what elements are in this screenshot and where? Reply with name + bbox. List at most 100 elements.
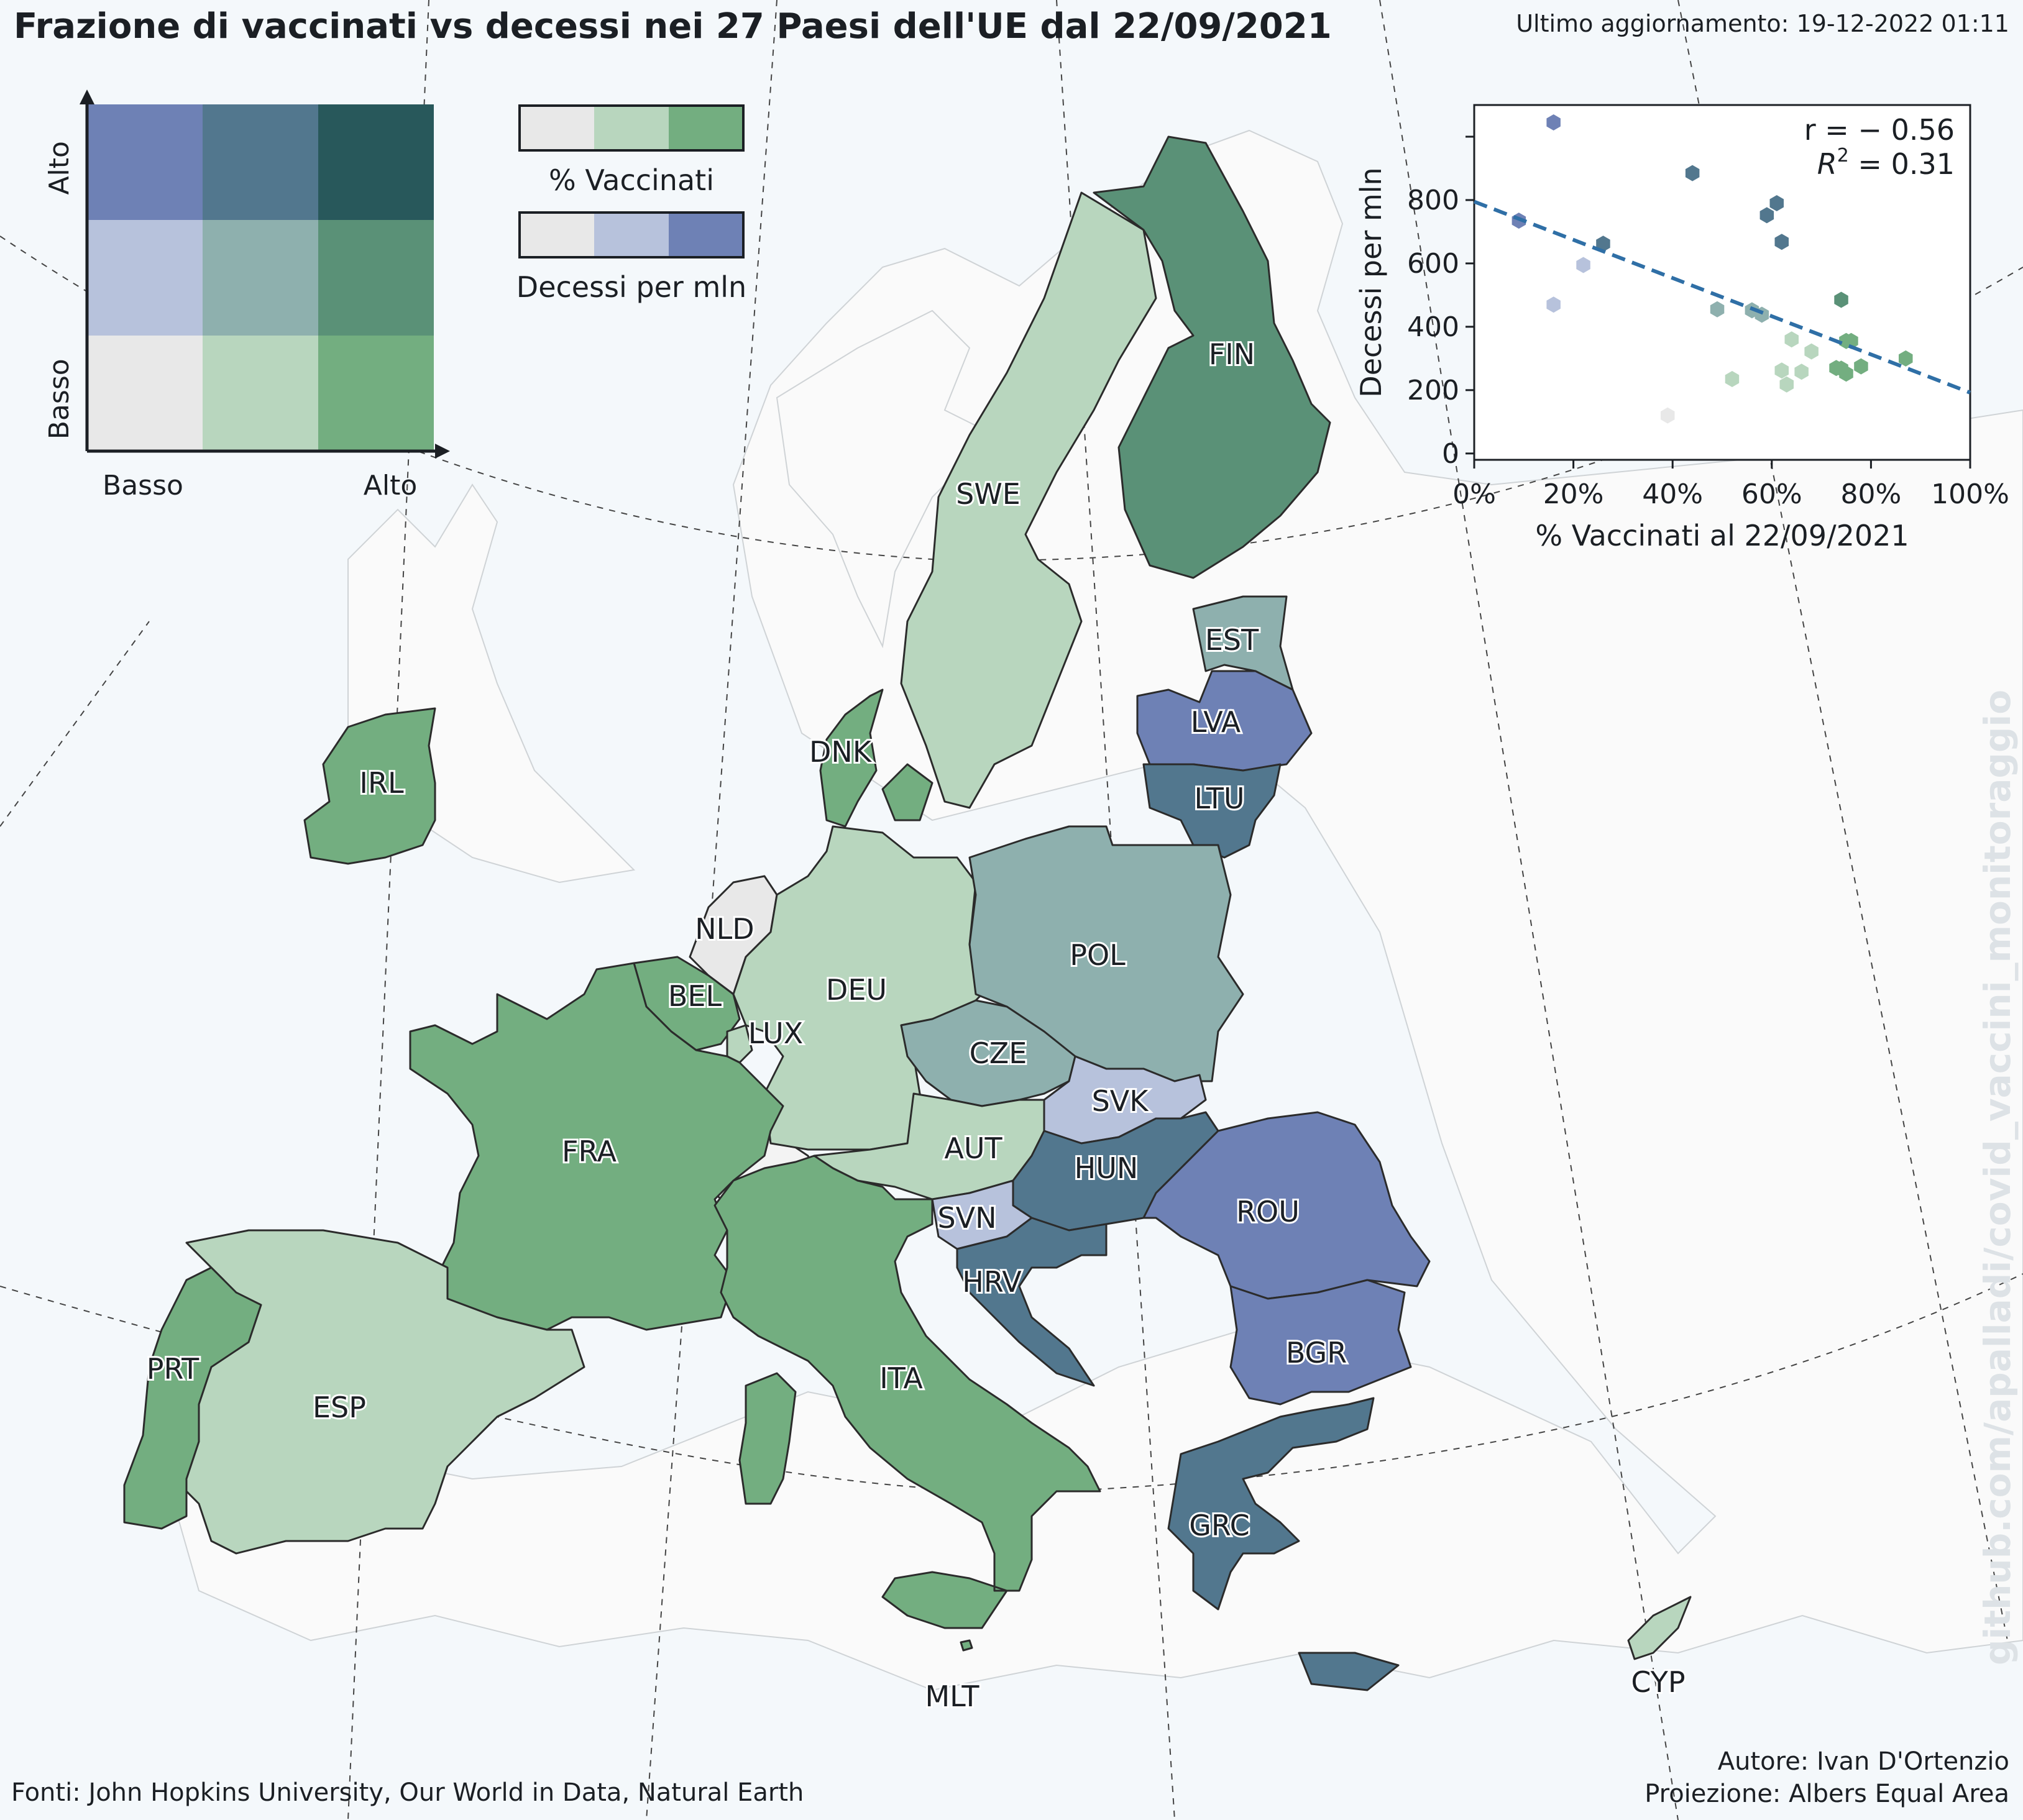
watermark: github.com/apalladi/covid_vaccini_monito… — [1976, 689, 2019, 1665]
legend-y-low: Basso — [44, 359, 75, 439]
country-label-GRC: GRC — [1189, 1509, 1249, 1542]
scale-legends: % Vaccinati Decessi per mln — [516, 104, 746, 304]
country-ITA — [713, 1155, 1101, 1629]
r2-symbol: R — [1817, 147, 1837, 181]
scatter-point-8 — [1546, 296, 1561, 313]
deaths-swatch-0 — [520, 213, 594, 257]
scatter-point-26 — [1661, 407, 1675, 424]
country-label-SVN: SVN — [937, 1201, 996, 1235]
correlation-r: r = − 0.56 — [1804, 113, 1955, 147]
correlation-r2: R2 = 0.31 — [1817, 145, 1955, 181]
legend-x-low: Basso — [103, 470, 183, 497]
scatter-point-4 — [1759, 207, 1774, 224]
deaths-swatch-1 — [594, 213, 669, 257]
scatter-point-6 — [1596, 236, 1610, 252]
y-tick-label-4: 800 — [1407, 185, 1459, 216]
vaccinated-swatch-frame — [518, 104, 745, 152]
deaths-swatch-2 — [669, 213, 743, 257]
country-MLT — [960, 1639, 973, 1652]
country-label-PRT: PRT — [147, 1352, 200, 1386]
scatter-point-20 — [1844, 332, 1858, 349]
country-label-AUT: AUT — [944, 1132, 1002, 1165]
x-tick-label-4: 80% — [1841, 478, 1902, 510]
y-tick-label-1: 200 — [1407, 375, 1459, 406]
y-axis-label: Decessi per mln — [1354, 167, 1388, 397]
legend-y-arrow — [80, 89, 94, 104]
legend-cell-0-0 — [87, 104, 203, 220]
x-tick-label-1: 20% — [1543, 478, 1604, 510]
y-tick-label-3: 600 — [1407, 248, 1459, 280]
scatter-point-25 — [1899, 350, 1913, 367]
country-label-IRL: IRL — [359, 766, 404, 800]
y-tick-label-0: 0 — [1442, 438, 1459, 470]
country-label-CYP: CYP — [1631, 1665, 1685, 1699]
country-label-DEU: DEU — [826, 973, 887, 1007]
scatter-chart: 0 200 400 600 800 0% 20% 40% 60% 80% 100% % Vaccina… — [1354, 104, 2009, 552]
scatter-point-13 — [1784, 331, 1799, 348]
scatter-point-3 — [1769, 195, 1784, 211]
legend-cell-2-0 — [87, 336, 203, 451]
scatter-point-5 — [1774, 234, 1789, 250]
scatter-point-15 — [1774, 362, 1789, 379]
legend-cell-1-1 — [203, 220, 318, 336]
sources: Fonti: John Hopkins University, Our Worl… — [11, 1778, 804, 1807]
vaccinated-swatch-2 — [669, 106, 743, 150]
country-label-SWE: SWE — [956, 477, 1021, 511]
legend-y-high: Alto — [44, 141, 75, 194]
country-label-LVA: LVA — [1191, 705, 1241, 739]
scatter-point-24 — [1854, 358, 1868, 375]
country-CZE — [900, 999, 1076, 1107]
regression-line — [1473, 199, 1971, 395]
country-label-FIN: FIN — [1209, 337, 1255, 371]
legend-cell-0-2 — [318, 104, 434, 220]
country-LUX — [726, 1024, 753, 1064]
legend-cell-1-2 — [318, 220, 434, 336]
page-title: Frazione di vaccinati vs decessi nei 27 … — [14, 6, 1332, 47]
legend-cell-2-2 — [318, 336, 434, 451]
scatter-point-0 — [1546, 114, 1561, 130]
scatter-point-23 — [1839, 365, 1853, 382]
country-label-ITA: ITA — [879, 1361, 923, 1395]
scatter-point-2 — [1685, 165, 1700, 181]
country-label-ROU: ROU — [1236, 1195, 1300, 1228]
country-GRC — [1167, 1397, 1400, 1691]
country-CYP — [1627, 1596, 1692, 1660]
country-BGR — [1229, 1279, 1412, 1406]
country-label-DNK: DNK — [809, 735, 873, 769]
bivariate-legend: Alto Basso Basso Alto — [44, 89, 450, 497]
country-label-ESP: ESP — [313, 1391, 366, 1424]
country-DNK — [819, 688, 934, 828]
legend-cell-1-0 — [87, 220, 203, 336]
country-PRT — [123, 1266, 262, 1530]
deaths-swatch-frame — [518, 211, 745, 258]
scatter-point-12 — [1834, 291, 1848, 308]
country-label-FRA: FRA — [562, 1135, 617, 1168]
legend-x-arrow — [435, 444, 450, 459]
projection: Proiezione: Albers Equal Area — [1645, 1780, 2009, 1808]
country-label-HRV: HRV — [962, 1265, 1022, 1299]
scatter-point-18 — [1725, 371, 1740, 387]
country-label-BGR: BGR — [1286, 1336, 1347, 1370]
country-label-BEL: BEL — [668, 979, 722, 1013]
scatter-point-17 — [1779, 376, 1794, 393]
legend-cell-2-1 — [203, 336, 318, 451]
vaccinated-swatch-0 — [520, 106, 594, 150]
x-tick-label-5: 100% — [1931, 478, 2009, 510]
country-label-SVK: SVK — [1092, 1084, 1150, 1118]
deaths-legend-label: Decessi per mln — [516, 270, 746, 304]
last-updated: Ultimo aggiornamento: 19-12-2022 01:11 — [1516, 10, 2009, 37]
country-label-MLT: MLT — [925, 1680, 979, 1713]
r2-value: = 0.31 — [1849, 147, 1955, 181]
r2-superscript: 2 — [1837, 145, 1849, 167]
vaccinated-swatch-1 — [594, 106, 669, 150]
country-label-POL: POL — [1070, 938, 1126, 972]
scatter-point-16 — [1794, 364, 1809, 380]
country-FIN — [1093, 135, 1331, 579]
x-axis-label: % Vaccinati al 22/09/2021 — [1535, 519, 1909, 552]
legend-cell-0-1 — [203, 104, 318, 220]
scatter-plot-area — [1473, 104, 1971, 461]
country-label-CZE: CZE — [970, 1036, 1027, 1070]
author: Autore: Ivan D'Ortenzio — [1717, 1747, 2009, 1776]
country-POL — [968, 825, 1244, 1082]
